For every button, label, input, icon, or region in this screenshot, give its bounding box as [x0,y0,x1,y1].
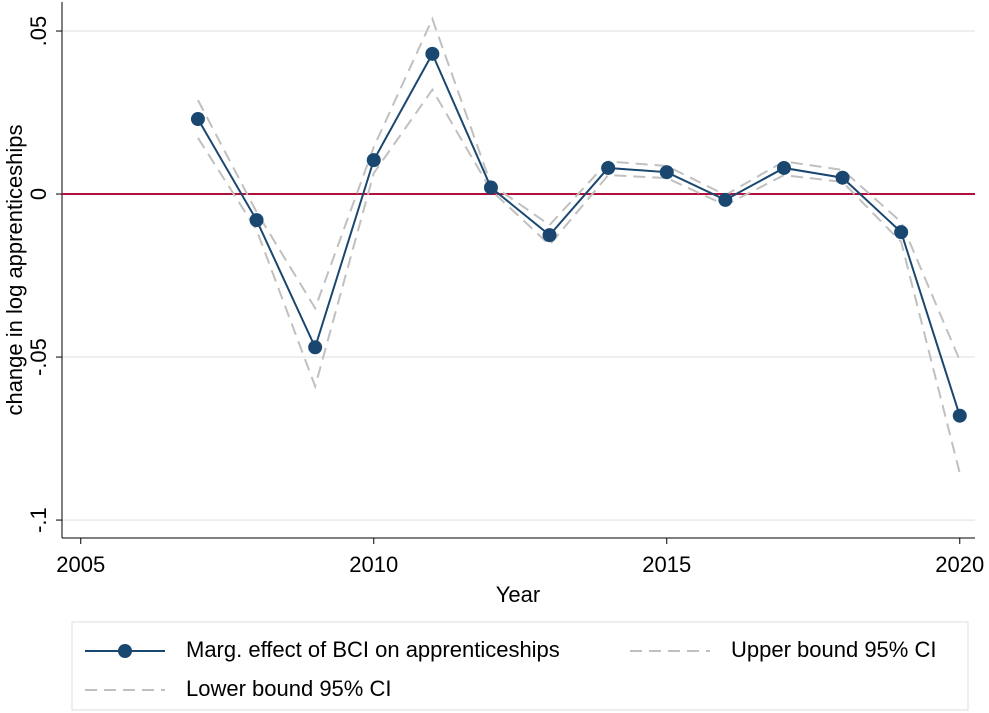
point [659,165,674,180]
y-tick-label: .05 [26,16,51,47]
legend-label: Marg. effect of BCI on apprenticeships [186,637,560,662]
point [190,112,205,127]
legend-marker [118,644,132,658]
x-tick-label: 2010 [349,552,398,577]
legend-box [71,621,969,711]
point [483,180,498,195]
point [718,192,733,207]
y-tick-label: -.05 [26,338,51,376]
point [366,153,381,168]
y-axis-label: change in log apprenticeships [2,124,27,415]
series-line [197,87,961,474]
y-tick-label: -.1 [26,507,51,533]
point [894,225,909,240]
point [835,170,850,185]
point [425,46,440,61]
x-tick-label: 2020 [935,552,984,577]
series-line [197,16,961,361]
point [601,160,616,175]
x-tick-label: 2005 [56,552,105,577]
legend-label: Lower bound 95% CI [186,676,391,701]
point [776,160,791,175]
x-axis-label: Year [496,582,540,607]
legend-label: Upper bound 95% CI [731,637,936,662]
point [308,340,323,355]
y-tick-label: 0 [26,188,51,200]
x-tick-label: 2015 [642,552,691,577]
point [952,408,967,423]
point [542,228,557,243]
point [249,213,264,228]
series-line [197,51,961,417]
